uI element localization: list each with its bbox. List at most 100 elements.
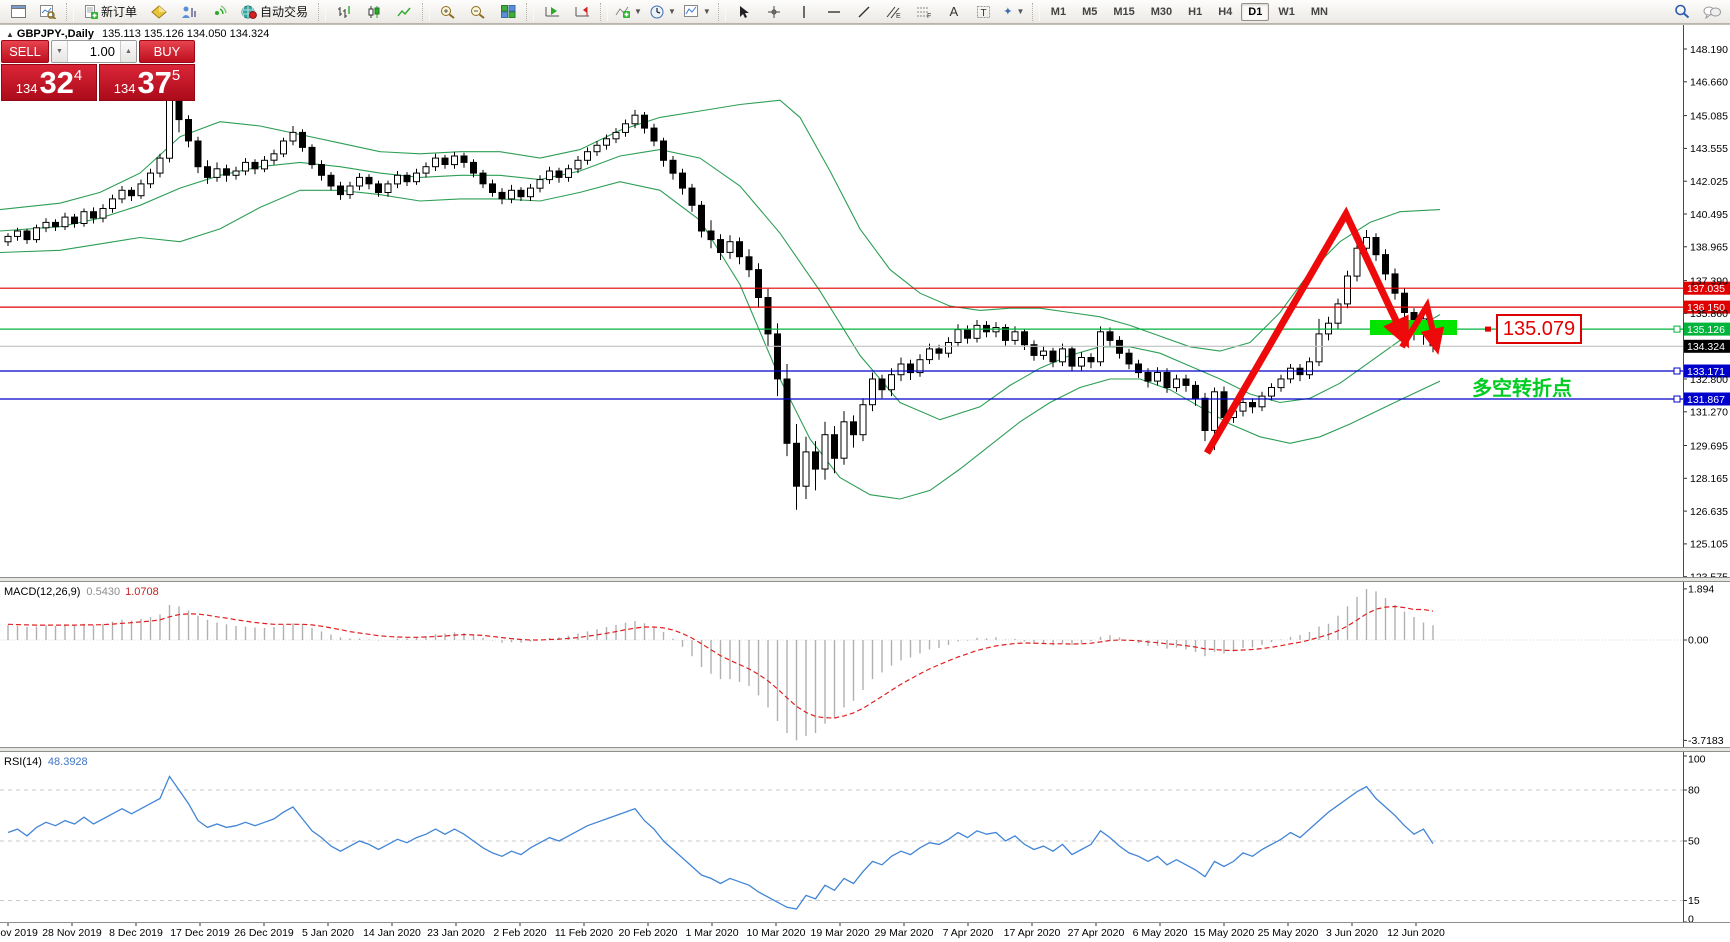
candle <box>536 179 544 189</box>
candle <box>346 185 354 196</box>
price-callout-label[interactable]: 135.079 <box>1496 314 1582 344</box>
line-chart-type-icon[interactable] <box>390 1 418 23</box>
candle <box>498 191 506 200</box>
timeframe-m1[interactable]: M1 <box>1050 5 1067 18</box>
timeframe-m15[interactable]: M15 <box>1113 5 1135 18</box>
sell-button[interactable]: SELL <box>1 40 49 63</box>
hline-handle[interactable] <box>1673 395 1681 403</box>
candle <box>565 168 572 178</box>
turning-point-note[interactable]: 多空转折点 <box>1472 378 1572 400</box>
candle <box>1344 275 1351 305</box>
candle <box>821 434 829 470</box>
candle <box>23 230 31 241</box>
candle <box>1154 372 1161 382</box>
timeframe-mn[interactable]: MN <box>1310 5 1328 18</box>
date-axis-label: 26 Dec 2019 <box>234 927 294 939</box>
chart-profile-icon[interactable] <box>34 1 62 23</box>
date-axis[interactable]: 19 Nov 2019 28 Nov 2019 8 Dec 2019 17 Dec 2… <box>0 922 1445 939</box>
toolbar-separator <box>526 2 535 21</box>
volume-decrease-icon[interactable]: ▼ <box>52 41 68 62</box>
horizontal-line-tool-icon[interactable] <box>820 1 848 23</box>
templates-icon[interactable]: ▼ <box>681 1 714 23</box>
hline-handle[interactable] <box>1673 325 1681 333</box>
text-label-tool-icon[interactable]: T <box>970 1 998 23</box>
arrows-tool-icon[interactable]: ✦ ▼ <box>1003 6 1025 18</box>
new-chart-icon[interactable] <box>4 1 32 23</box>
bar-chart-type-icon[interactable] <box>330 1 358 23</box>
timeframe-h4[interactable]: H4 <box>1218 5 1233 18</box>
volume-value[interactable]: 1.00 <box>89 44 115 59</box>
candle <box>650 127 658 142</box>
candle <box>289 131 297 142</box>
fibonacci-tool-icon[interactable]: F <box>910 1 938 23</box>
signal-icon[interactable] <box>205 1 233 23</box>
candle <box>4 235 12 243</box>
market-watch-icon[interactable] <box>175 1 203 23</box>
timeframe-m5[interactable]: M5 <box>1082 5 1098 18</box>
indicators-icon[interactable]: ▼ <box>612 1 645 23</box>
autotrade-button[interactable]: 自动交易 <box>235 1 314 23</box>
channel-tool-icon[interactable]: E <box>880 1 908 23</box>
sell-price-sup: 4 <box>73 67 83 84</box>
auto-scroll-icon[interactable] <box>538 1 566 23</box>
zoom-out-icon[interactable] <box>464 1 492 23</box>
chat-icon[interactable] <box>1698 1 1726 23</box>
volume-increase-icon[interactable]: ▲ <box>120 41 136 62</box>
candle <box>1249 402 1256 408</box>
sell-price-button[interactable]: 134 32 4 <box>1 64 97 101</box>
volume-stepper[interactable]: ▼ 1.00 ▲ <box>51 40 137 63</box>
candle <box>679 172 686 189</box>
trend-arrow[interactable] <box>1203 206 1445 455</box>
timeframe-h1[interactable]: H1 <box>1188 5 1203 18</box>
vertical-line-tool-icon[interactable] <box>790 1 818 23</box>
toolbar-separator <box>422 2 431 21</box>
zoom-in-icon[interactable] <box>434 1 462 23</box>
candle <box>916 359 924 374</box>
search-icon[interactable] <box>1668 1 1696 23</box>
buy-price-prefix: 134 <box>113 81 136 96</box>
trend-arrow-tail[interactable] <box>1399 298 1445 355</box>
date-axis-label: 29 Mar 2020 <box>875 927 934 939</box>
candle <box>166 91 173 159</box>
candle <box>555 170 563 178</box>
new-order-button[interactable]: 新订单 <box>78 1 143 23</box>
buy-price-button[interactable]: 134 37 5 <box>99 64 195 101</box>
svg-text:F: F <box>927 13 931 19</box>
candle <box>688 187 696 206</box>
candle <box>394 174 401 185</box>
candle <box>308 146 316 166</box>
candle <box>337 185 344 196</box>
candle <box>574 159 582 170</box>
timeframe-w1[interactable]: W1 <box>1278 5 1295 18</box>
candle <box>441 157 449 166</box>
trend-arrow-main[interactable] <box>1203 206 1410 455</box>
candle <box>878 378 886 391</box>
gold-diamond-icon[interactable] <box>145 1 173 23</box>
candle <box>622 123 629 133</box>
price-tag-text: 137.035 <box>1687 283 1725 295</box>
price-tag <box>1684 300 1730 314</box>
buy-button[interactable]: BUY <box>139 40 195 63</box>
price-axis-label: 131.270 <box>1690 407 1728 419</box>
date-axis-label: 23 Jan 2020 <box>427 927 485 939</box>
toolbar-separator <box>66 2 74 21</box>
candlestick-type-icon[interactable] <box>360 1 388 23</box>
cursor-tool-icon[interactable] <box>730 1 758 23</box>
timeframe-d1[interactable]: D1 <box>1241 2 1270 21</box>
candle <box>1106 331 1114 341</box>
tile-windows-icon[interactable] <box>494 1 522 23</box>
price-axis-label: 135.860 <box>1690 308 1728 320</box>
price-axis-label: 148.190 <box>1690 44 1728 56</box>
chart-shift-icon[interactable] <box>568 1 596 23</box>
candle <box>612 131 620 140</box>
candle <box>213 168 221 178</box>
date-axis-label: 28 Nov 2019 <box>42 927 102 939</box>
timeframe-m30[interactable]: M30 <box>1150 5 1173 18</box>
hline-handle[interactable] <box>1673 367 1681 375</box>
trendline-tool-icon[interactable] <box>850 1 878 23</box>
horizontal-lines[interactable] <box>0 287 1683 403</box>
crosshair-tool-icon[interactable] <box>760 1 788 23</box>
price-axis-label: 128.165 <box>1690 473 1728 485</box>
text-tool-icon[interactable]: A <box>949 4 959 19</box>
periods-icon[interactable]: ▼ <box>647 1 679 23</box>
